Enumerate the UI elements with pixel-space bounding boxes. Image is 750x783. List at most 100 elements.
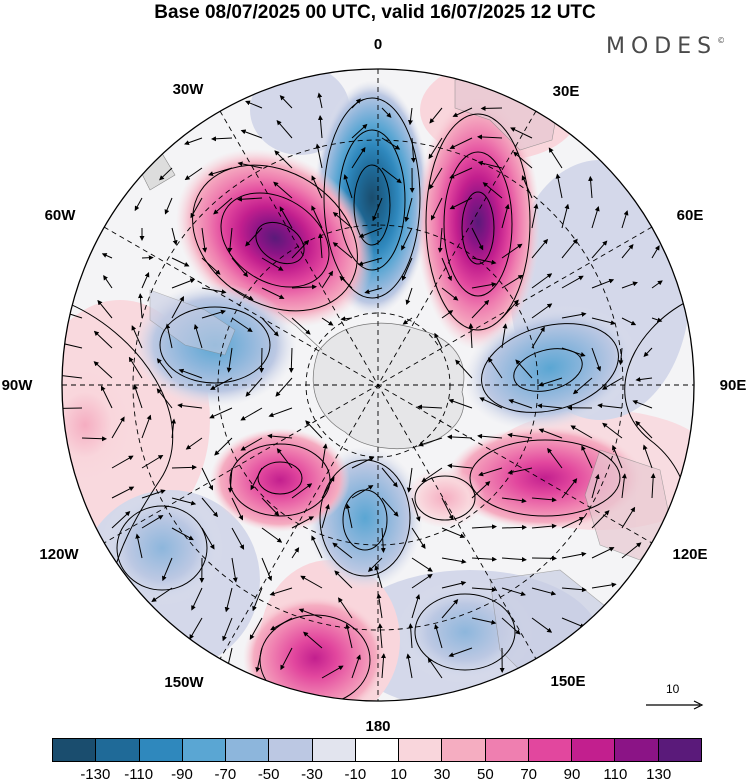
wind-arrow: [255, 647, 263, 673]
wind-arrow: [441, 257, 452, 282]
wind-arrow: [190, 197, 203, 219]
wind-arrow: [171, 527, 194, 541]
wind-arrow: [471, 617, 497, 625]
wind-arrow: [449, 137, 473, 149]
wind-arrow: [101, 253, 113, 259]
wind-arrow: [315, 143, 323, 169]
wind-arrow: [591, 473, 600, 499]
wind-arrow: [418, 437, 443, 447]
wind-arrow: [201, 497, 219, 518]
wind-arrow: [291, 547, 300, 559]
wind-arrow: [588, 175, 594, 199]
wind-arrow: [404, 197, 413, 223]
wind-arrow: [455, 359, 473, 379]
wind-arrow: [381, 497, 399, 517]
wind-arrow: [482, 182, 503, 199]
wind-arrow: [429, 167, 443, 190]
wind-arrow: [227, 467, 233, 493]
wind-arrow: [377, 623, 383, 649]
wind-arrow: [231, 557, 238, 583]
wind-arrow: [621, 210, 629, 229]
wind-arrow: [332, 542, 353, 559]
wind-arrow: [351, 485, 374, 499]
wind-arrow: [97, 299, 113, 319]
wind-arrow: [448, 398, 473, 409]
colorbar-swatch: [615, 739, 659, 761]
colorbar-swatch: [658, 739, 701, 761]
wind-arrow: [547, 447, 563, 469]
wind-arrow: [141, 414, 152, 439]
wind-arrow: [138, 293, 143, 319]
wind-arrow: [201, 467, 213, 491]
wind-arrow: [261, 557, 272, 582]
wind-arrow: [279, 206, 293, 229]
wind-arrow: [651, 280, 663, 289]
colorbar-swatch: [442, 739, 486, 761]
wind-arrow: [591, 547, 615, 559]
lon-label-60e: 60E: [676, 207, 704, 224]
lon-label-150e: 150E: [550, 673, 586, 690]
colorbar-tick-label: -90: [171, 766, 193, 783]
wind-arrow: [321, 503, 330, 529]
wind-arrow: [501, 524, 527, 530]
wind-arrow: [441, 497, 454, 521]
wind-arrow: [471, 227, 484, 251]
wind-arrow: [411, 594, 421, 619]
wind-arrow: [621, 281, 638, 289]
wind-arrow: [635, 420, 653, 439]
wind-arrow: [411, 497, 421, 522]
wind-arrow: [441, 557, 467, 564]
wind-arrow: [380, 527, 386, 553]
wind-arrow: [561, 478, 578, 499]
wind-arrow: [538, 428, 563, 439]
wind-arrow: [621, 244, 634, 259]
wind-arrow: [208, 167, 233, 177]
wind-arrow: [548, 147, 563, 169]
wind-arrow: [448, 647, 473, 658]
wind-arrow: [268, 407, 293, 418]
wind-arrow: [381, 107, 392, 118]
wind-arrow: [406, 467, 413, 493]
colorbar-tick-label: -10: [344, 766, 367, 783]
colorbar-tick-label: -50: [257, 766, 280, 783]
wind-arrow: [291, 516, 315, 529]
wind-arrow: [240, 407, 263, 421]
wind-arrow: [305, 420, 323, 439]
wind-arrow: [441, 310, 454, 319]
colorbar-swatch: [572, 739, 616, 761]
wind-arrow: [321, 443, 328, 469]
wind-arrow: [261, 527, 283, 543]
wind-arrow: [411, 527, 426, 550]
wind-arrow: [351, 123, 368, 139]
wind-arrow: [591, 278, 615, 289]
wind-arrow: [531, 203, 539, 229]
colorbar-swatch: [485, 739, 529, 761]
wind-arrow: [488, 357, 503, 379]
reference-vector-arrow: [646, 700, 704, 710]
wind-arrow: [471, 556, 497, 562]
streamline-contours: [62, 97, 691, 701]
wind-arrow: [291, 239, 310, 259]
wind-arrow: [214, 437, 233, 456]
wind-arrow: [531, 273, 553, 289]
wind-arrow: [184, 167, 203, 181]
wind-arrow: [317, 233, 323, 259]
wind-arrow: [111, 486, 135, 499]
wind-arrow: [452, 107, 473, 118]
wind-arrow: [141, 489, 166, 499]
colorbar-swatch: [53, 739, 97, 761]
wind-arrow: [201, 257, 221, 275]
wind-arrow: [601, 377, 623, 390]
wind-arrow: [501, 274, 524, 289]
wind-arrow: [471, 481, 491, 499]
wind-arrow: [471, 524, 497, 530]
map-boundary: [61, 68, 695, 702]
copyright-mark: ©: [717, 36, 726, 45]
wind-arrow: [245, 377, 263, 397]
wind-arrow: [417, 404, 443, 410]
wind-arrow: [252, 587, 263, 612]
colorbar-tick-label: 90: [563, 766, 581, 783]
wind-arrow: [227, 227, 233, 253]
wind-arrow: [621, 542, 642, 559]
wind-arrow: [447, 434, 473, 440]
